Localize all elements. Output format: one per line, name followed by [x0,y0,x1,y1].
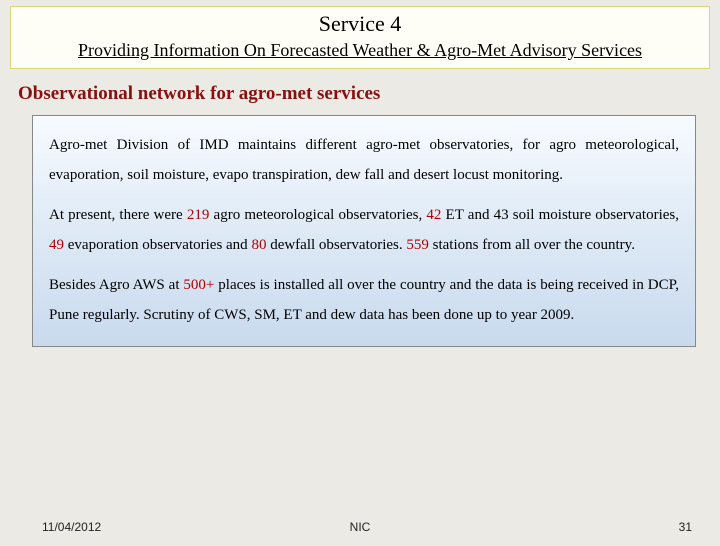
title-main: Service 4 [19,11,701,37]
paragraph-2: At present, there were 219 agro meteorol… [49,200,679,260]
p2-highlight-1: 219 [187,207,210,223]
p2-text-b: agro meteorological observatories, [209,207,426,223]
footer-center: NIC [350,520,371,534]
title-subtitle: Providing Information On Forecasted Weat… [19,39,701,62]
p3-highlight-1: 500+ [183,277,214,293]
p2-highlight-3: 49 [49,237,64,253]
p2-text-c: ET and 43 soil moisture observatories, [441,207,679,223]
p2-text-a: At present, there were [49,207,187,223]
p2-text-e: dewfall observatories. [266,237,406,253]
p3-text-a: Besides Agro AWS at [49,277,183,293]
p2-highlight-4: 80 [251,237,266,253]
p2-highlight-5: 559 [406,237,429,253]
footer-page-number: 31 [679,520,692,534]
p2-text-d: evaporation observatories and [64,237,251,253]
footer: 11/04/2012 NIC 31 [0,520,720,534]
paragraph-3: Besides Agro AWS at 500+ places is insta… [49,270,679,330]
p2-text-f: stations from all over the country. [429,237,635,253]
section-heading: Observational network for agro-met servi… [18,83,720,105]
content-box: Agro-met Division of IMD maintains diffe… [32,115,696,347]
title-box: Service 4 Providing Information On Forec… [10,6,710,69]
p2-highlight-2: 42 [426,207,441,223]
paragraph-1: Agro-met Division of IMD maintains diffe… [49,130,679,190]
footer-date: 11/04/2012 [42,520,101,534]
